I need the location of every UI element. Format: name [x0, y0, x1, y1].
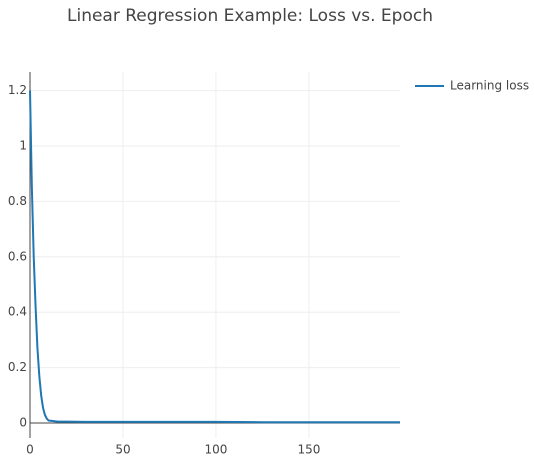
y-tick-label: 0.6: [8, 249, 27, 263]
x-tick-label: 150: [297, 443, 320, 457]
y-tick-label: 1.2: [8, 83, 27, 97]
chart-title: Linear Regression Example: Loss vs. Epoc…: [67, 6, 433, 26]
loss-line: [29, 90, 400, 424]
y-tick-label: 1: [19, 138, 27, 152]
y-tick-label: 0: [19, 416, 27, 430]
x-tick-label: 100: [204, 443, 227, 457]
y-tick-label: 0.2: [8, 360, 27, 374]
legend-label: Learning loss: [450, 79, 529, 93]
x-tick-label: 0: [26, 443, 34, 457]
y-tick-label: 0.4: [8, 305, 27, 319]
y-tick-label: 0.8: [8, 194, 27, 208]
x-tick-label: 50: [115, 443, 130, 457]
